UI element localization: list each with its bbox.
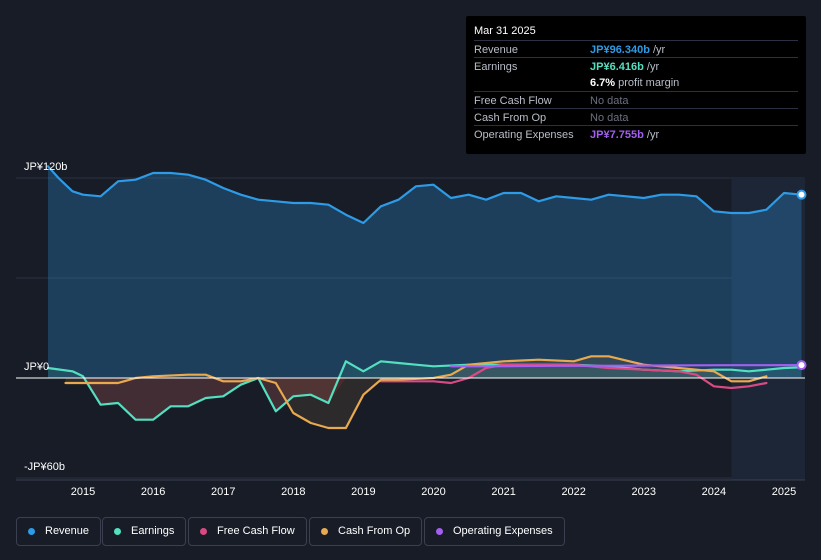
- legend-dot-icon: [114, 528, 121, 535]
- x-tick-label: 2025: [772, 486, 796, 498]
- grid-lines: [16, 177, 805, 479]
- area-earnings: [48, 361, 802, 420]
- x-tick-label: 2016: [141, 486, 165, 498]
- y-axis-top-label: JP¥120b: [24, 161, 67, 173]
- legend-label: Operating Expenses: [453, 525, 553, 537]
- opex-end-marker: [796, 360, 807, 371]
- legend-item-cash-from-op[interactable]: Cash From Op: [309, 517, 422, 546]
- tooltip-value: No data: [590, 95, 629, 107]
- line-earnings: [46, 360, 803, 421]
- x-tick-label: 2019: [351, 486, 375, 498]
- legend-dot-icon: [28, 528, 35, 535]
- legend-label: Cash From Op: [338, 525, 411, 537]
- line-revenue: [46, 165, 803, 225]
- legend-dot-icon: [436, 528, 443, 535]
- forecast-region: [731, 178, 805, 480]
- x-tick-label: 2020: [421, 486, 445, 498]
- legend-label: Earnings: [131, 525, 175, 537]
- x-tick-label: 2018: [281, 486, 305, 498]
- series-lines: [46, 165, 803, 430]
- x-tick-label: 2023: [632, 486, 656, 498]
- series-areas: [48, 166, 802, 428]
- tooltip-label: Free Cash Flow: [474, 95, 552, 107]
- tooltip-row-cash-from-op: Cash From Op No data: [474, 108, 798, 126]
- tooltip-date: Mar 31 2025: [474, 25, 536, 37]
- legend-label: Free Cash Flow: [217, 525, 295, 537]
- y-axis-bottom-label: -JP¥60b: [24, 461, 65, 473]
- tooltip-row-margin: 6.7% profit margin: [474, 74, 798, 91]
- end-markers: [796, 189, 807, 371]
- x-tick-label: 2015: [71, 486, 95, 498]
- tooltip-row-free-cash-flow: Free Cash Flow No data: [474, 91, 798, 109]
- x-tick-label: 2022: [561, 486, 585, 498]
- area-revenue: [48, 166, 802, 378]
- legend-item-revenue[interactable]: Revenue: [16, 517, 101, 546]
- tooltip-label: Cash From Op: [474, 112, 547, 124]
- revenue-end-marker: [796, 189, 807, 200]
- area-cash-from-op: [65, 356, 767, 428]
- tooltip-row-operating-expenses: Operating Expenses JP¥7.755b /yr: [474, 125, 798, 143]
- tooltip-label: Revenue: [474, 44, 519, 56]
- x-tick-label: 2017: [211, 486, 235, 498]
- y-axis-zero-label: JP¥0: [24, 361, 49, 373]
- tooltip-value: No data: [590, 112, 629, 124]
- tooltip-row-earnings: Earnings JP¥6.416b /yr: [474, 57, 798, 75]
- tooltip-panel: Mar 31 2025 Revenue JP¥96.340b /yr Earni…: [466, 16, 806, 154]
- tooltip-label: Earnings: [474, 61, 518, 73]
- x-tick-label: 2024: [702, 486, 726, 498]
- legend-item-earnings[interactable]: Earnings: [102, 517, 186, 546]
- legend-item-free-cash-flow[interactable]: Free Cash Flow: [188, 517, 307, 546]
- tooltip-value: JP¥6.416b /yr: [590, 61, 660, 73]
- tooltip-value: 6.7% profit margin: [590, 77, 680, 89]
- line-operating-expenses: [449, 364, 803, 368]
- legend-label: Revenue: [45, 525, 90, 537]
- tooltip-value: JP¥96.340b /yr: [590, 44, 666, 56]
- tooltip-label: Operating Expenses: [474, 129, 574, 141]
- legend-dot-icon: [200, 528, 207, 535]
- x-axis-ticks: 2015 2016 2017 2018 2019 2020 2021 2022 2023 2024…: [71, 486, 796, 498]
- line-cash-from-op: [64, 355, 768, 430]
- tooltip-row-revenue: Revenue JP¥96.340b /yr: [474, 40, 798, 58]
- legend-item-operating-expenses[interactable]: Operating Expenses: [424, 517, 565, 546]
- x-tick-label: 2021: [491, 486, 515, 498]
- legend-dot-icon: [321, 528, 328, 535]
- tooltip-value: JP¥7.755b /yr: [590, 129, 660, 141]
